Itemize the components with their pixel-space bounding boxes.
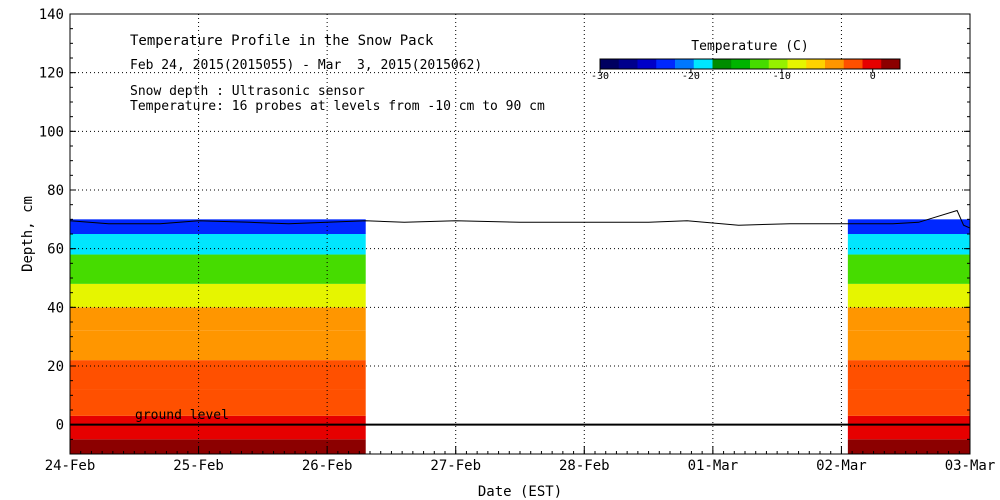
y-tick-label: 140 [39,7,64,23]
legend-swatch [712,59,732,69]
legend-swatch [693,59,713,69]
heat-band [70,389,366,416]
x-axis-label: Date (EST) [478,484,562,500]
legend-tick-label: -30 [591,71,609,82]
x-tick-label: 28-Feb [559,458,610,474]
heat-band [847,389,970,416]
temperature-field [70,219,970,454]
heat-band [847,219,970,234]
legend-swatch [600,59,620,69]
legend-tick-label: -20 [682,71,700,82]
heat-band [70,330,366,361]
heat-band [847,439,970,454]
note-snow-depth: Snow depth : Ultrasonic sensor [130,84,365,99]
legend-swatch [637,59,657,69]
heat-band [70,283,366,308]
x-tick-label: 25-Feb [173,458,224,474]
heat-band [70,415,366,440]
y-tick-label: 0 [56,418,64,434]
snow-depth-line [70,209,970,229]
legend-swatch [675,59,695,69]
heat-band [70,234,366,255]
legend-swatch [843,59,863,69]
heat-band [70,439,366,454]
heat-band [847,283,970,308]
x-tick-label: 24-Feb [45,458,96,474]
note-temperature: Temperature: 16 probes at levels from -1… [130,99,545,114]
legend-tick-label: -10 [773,71,791,82]
heat-band [847,254,970,284]
legend-swatch [731,59,751,69]
y-tick-label: 20 [47,359,64,375]
heat-band [70,254,366,284]
x-tick-label: 02-Mar [816,458,867,474]
legend-frame [599,58,901,70]
heat-band [847,307,970,331]
heat-band [847,360,970,390]
y-axis-ticks: 0 20 40 60 80 100 120 140 [39,7,970,455]
x-axis-ticks: 24-Feb 25-Feb 26-Feb 27-Feb 28-Feb 01-Mar 02-M… [45,446,996,474]
legend-swatch [862,59,882,69]
y-tick-label: 80 [47,183,64,199]
heat-band [847,234,970,255]
heat-band [70,307,366,331]
heat-band [847,415,970,440]
legend-swatch [806,59,826,69]
heat-band [847,330,970,361]
ground-level-label: ground level [135,408,229,423]
legend-tick-label: 0 [870,71,876,82]
chart-subtitle: Feb 24, 2015(2015055) - Mar 3, 2015(2015… [130,58,482,73]
legend-title: Temperature (C) [691,39,808,54]
legend-swatch [750,59,770,69]
temperature-legend: Temperature (C) -30 -20 -10 0 [591,39,901,82]
chart-title: Temperature Profile in the Snow Pack [130,33,434,49]
legend-swatch [825,59,845,69]
legend-swatch [618,59,638,69]
heat-band [70,360,366,390]
x-tick-label: 01-Mar [688,458,739,474]
legend-swatch [768,59,788,69]
heat-band [70,219,366,234]
legend-swatch [881,59,901,69]
x-tick-label: 26-Feb [302,458,353,474]
legend-swatch [656,59,676,69]
y-tick-label: 60 [47,242,64,258]
legend-swatch [787,59,807,69]
grid-lines [70,14,970,454]
y-axis-label: Depth, cm [20,196,36,272]
x-tick-label: 03-Mar [945,458,996,474]
y-tick-label: 100 [39,124,64,140]
y-tick-label: 120 [39,66,64,82]
x-tick-label: 27-Feb [430,458,481,474]
y-tick-label: 40 [47,300,64,316]
